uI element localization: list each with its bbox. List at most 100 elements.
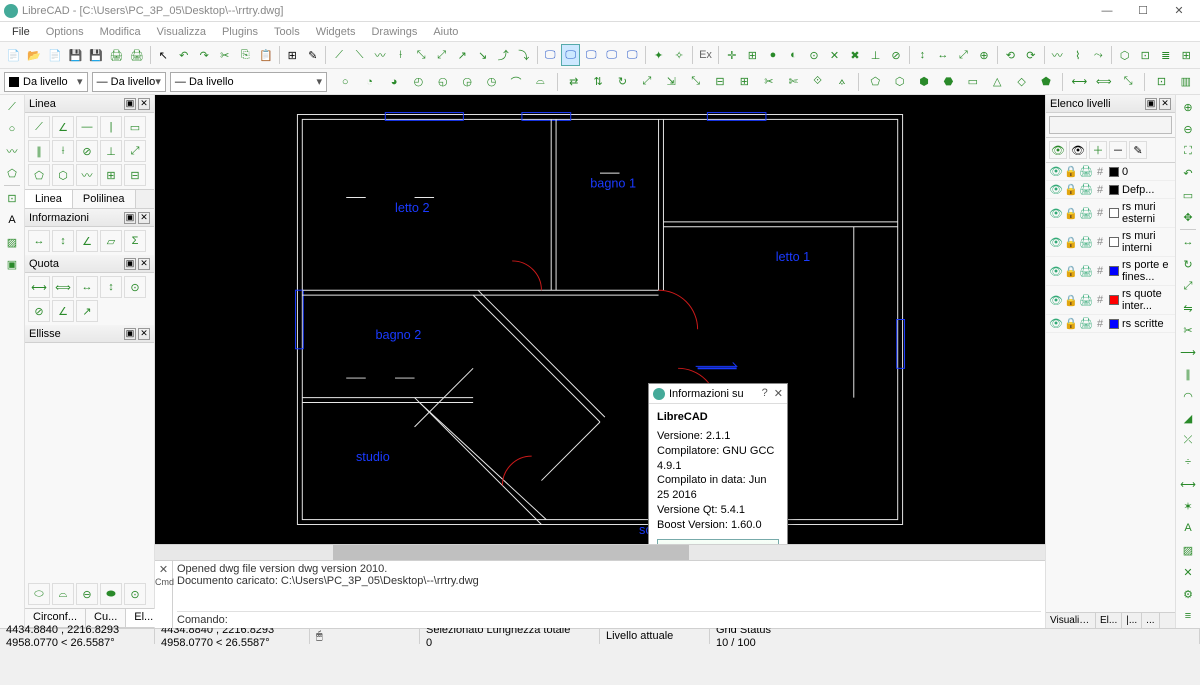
- drawing-canvas[interactable]: letto 2 bagno 1 bagno 2 letto 1 studio s…: [155, 95, 1045, 544]
- tool-icon[interactable]: ⊞: [1176, 44, 1196, 66]
- line-poly-icon[interactable]: ⬠: [28, 164, 50, 186]
- lock-icon[interactable]: 🔒: [1064, 165, 1076, 178]
- zoom-pan-icon[interactable]: ✥: [1178, 207, 1198, 227]
- lock-icon[interactable]: 🔒: [1064, 294, 1076, 307]
- tool-icon[interactable]: ⟋: [329, 44, 349, 66]
- layer-remove-icon[interactable]: －: [1109, 141, 1127, 159]
- lock-icon[interactable]: 🔒: [1064, 265, 1076, 278]
- tab-polilinea[interactable]: Polilinea: [73, 190, 136, 208]
- panel-header-informazioni[interactable]: Informazioni▣✕: [25, 209, 154, 227]
- line-2pt-icon[interactable]: ⟋: [28, 116, 50, 138]
- arc-icon[interactable]: ⌒: [506, 71, 526, 93]
- draft-icon[interactable]: ✎: [303, 44, 323, 66]
- modify-icon[interactable]: ⊟: [710, 71, 730, 93]
- lock-icon[interactable]: 🔒: [1064, 236, 1076, 249]
- construct-icon[interactable]: #: [1094, 265, 1106, 277]
- layer-item[interactable]: 👁 🔒 🖨 # rs muri interni: [1046, 228, 1175, 257]
- lock-icon[interactable]: 🔒: [1064, 317, 1076, 330]
- snap-node-icon[interactable]: ✕: [825, 44, 845, 66]
- poly-icon[interactable]: ⬣: [938, 71, 958, 93]
- ellipse-center-icon[interactable]: ⊙: [124, 583, 146, 605]
- modify-scale-icon[interactable]: ⤢: [1178, 276, 1198, 296]
- copy-button[interactable]: Copia: [657, 539, 779, 544]
- snap-mid-icon[interactable]: ◐: [784, 44, 804, 66]
- poly-icon[interactable]: ◇: [1011, 71, 1031, 93]
- panel-undock-icon[interactable]: ▣: [124, 328, 136, 340]
- dim-linear-icon[interactable]: ⟺: [52, 276, 74, 298]
- snap-center-icon[interactable]: ⊙: [804, 44, 824, 66]
- tool-icon[interactable]: ↘: [473, 44, 493, 66]
- tool-icon[interactable]: ⊡: [1135, 44, 1155, 66]
- layer-edit-icon[interactable]: ✎: [1129, 141, 1147, 159]
- eye-icon[interactable]: 👁: [1049, 236, 1061, 249]
- panel-undock-icon[interactable]: ▣: [1145, 98, 1157, 110]
- panel-close-icon[interactable]: ✕: [1159, 98, 1171, 110]
- tool-icon[interactable]: 〰: [1048, 44, 1068, 66]
- save-icon[interactable]: 💾: [66, 44, 86, 66]
- layer-showall-icon[interactable]: 👁: [1049, 141, 1067, 159]
- tab-linea[interactable]: Linea: [25, 190, 73, 208]
- eye-icon[interactable]: 👁: [1049, 317, 1061, 330]
- dim-icon[interactable]: ⟺: [1094, 71, 1114, 93]
- print-icon[interactable]: 🖨: [1079, 294, 1091, 307]
- info-dist2-icon[interactable]: ↕: [52, 230, 74, 252]
- panel-header-layers[interactable]: Elenco livelli▣✕: [1046, 95, 1175, 113]
- screen-icon[interactable]: 🖵: [581, 44, 601, 66]
- panel-undock-icon[interactable]: ▣: [124, 212, 136, 224]
- layer-item[interactable]: 👁 🔒 🖨 # Defp...: [1046, 181, 1175, 199]
- dim-angular-icon[interactable]: ∠: [52, 300, 74, 322]
- dim-leader-icon[interactable]: ↗: [76, 300, 98, 322]
- modify-icon[interactable]: ✄: [783, 71, 803, 93]
- tool-icon[interactable]: 〰: [370, 44, 390, 66]
- info-dist-icon[interactable]: ↔: [28, 230, 50, 252]
- poly-icon[interactable]: ▭: [963, 71, 983, 93]
- line-angle-icon[interactable]: ∠: [52, 116, 74, 138]
- lock-icon[interactable]: 🔒: [1064, 207, 1076, 220]
- print-icon[interactable]: 🖨: [1079, 207, 1091, 220]
- print-icon[interactable]: 🖨: [1079, 317, 1091, 330]
- modify-icon[interactable]: ✂: [759, 71, 779, 93]
- panel-close-icon[interactable]: ✕: [138, 328, 150, 340]
- zoom-ext-icon[interactable]: ⛶: [1178, 141, 1198, 161]
- modify-rotate-icon[interactable]: ↻: [1178, 254, 1198, 274]
- menu-options[interactable]: Options: [38, 24, 92, 40]
- poly-icon[interactable]: ⬡: [889, 71, 909, 93]
- line-bisect-icon[interactable]: ⟊: [52, 140, 74, 162]
- zoom-prev-icon[interactable]: ↶: [1178, 163, 1198, 183]
- info-total-icon[interactable]: Σ: [124, 230, 146, 252]
- construct-icon[interactable]: #: [1094, 184, 1106, 196]
- zoom-out-icon[interactable]: ⊖: [1178, 119, 1198, 139]
- dim-icon[interactable]: ⟷: [1069, 71, 1089, 93]
- hatch-tool-icon[interactable]: ▨: [2, 232, 22, 252]
- line-ortho2-icon[interactable]: ⊟: [124, 164, 146, 186]
- snap-perp-icon[interactable]: ⊥: [866, 44, 886, 66]
- modify-icon[interactable]: ↻: [612, 71, 632, 93]
- construct-icon[interactable]: #: [1094, 318, 1106, 330]
- print-icon[interactable]: 🖨: [1079, 236, 1091, 249]
- redo-icon[interactable]: ↷: [195, 44, 215, 66]
- linetype-combo[interactable]: — Da livello▾: [170, 72, 327, 92]
- panel-close-icon[interactable]: ✕: [138, 98, 150, 110]
- snap-icon[interactable]: ✦: [649, 44, 669, 66]
- modify-chamfer-icon[interactable]: ◢: [1178, 408, 1198, 428]
- spline-tool-icon[interactable]: 〰: [2, 141, 22, 161]
- dim-radial-icon[interactable]: ⊙: [124, 276, 146, 298]
- poly-icon[interactable]: ⬢: [914, 71, 934, 93]
- tool-icon[interactable]: ≣: [1156, 44, 1176, 66]
- line-poly2-icon[interactable]: ⬡: [52, 164, 74, 186]
- circle-icon[interactable]: ◔: [359, 71, 379, 93]
- tool-icon[interactable]: ⟳: [1021, 44, 1041, 66]
- modify-divide-icon[interactable]: ÷: [1178, 452, 1198, 472]
- modify-attr-icon[interactable]: ⚙: [1178, 584, 1198, 604]
- layer-item[interactable]: 👁 🔒 🖨 # rs porte e fines...: [1046, 257, 1175, 286]
- lock-icon[interactable]: 🔒: [1064, 183, 1076, 196]
- circle-icon[interactable]: ◕: [384, 71, 404, 93]
- eye-icon[interactable]: 👁: [1049, 183, 1061, 196]
- circle-icon[interactable]: ◶: [457, 71, 477, 93]
- poly-tool-icon[interactable]: ⬠: [2, 163, 22, 183]
- modify-fillet-icon[interactable]: ◠: [1178, 386, 1198, 406]
- screen-icon[interactable]: 🖵: [540, 44, 560, 66]
- line-tang-icon[interactable]: ⊘: [76, 140, 98, 162]
- snap-end-icon[interactable]: ●: [763, 44, 783, 66]
- circle-icon[interactable]: ◷: [481, 71, 501, 93]
